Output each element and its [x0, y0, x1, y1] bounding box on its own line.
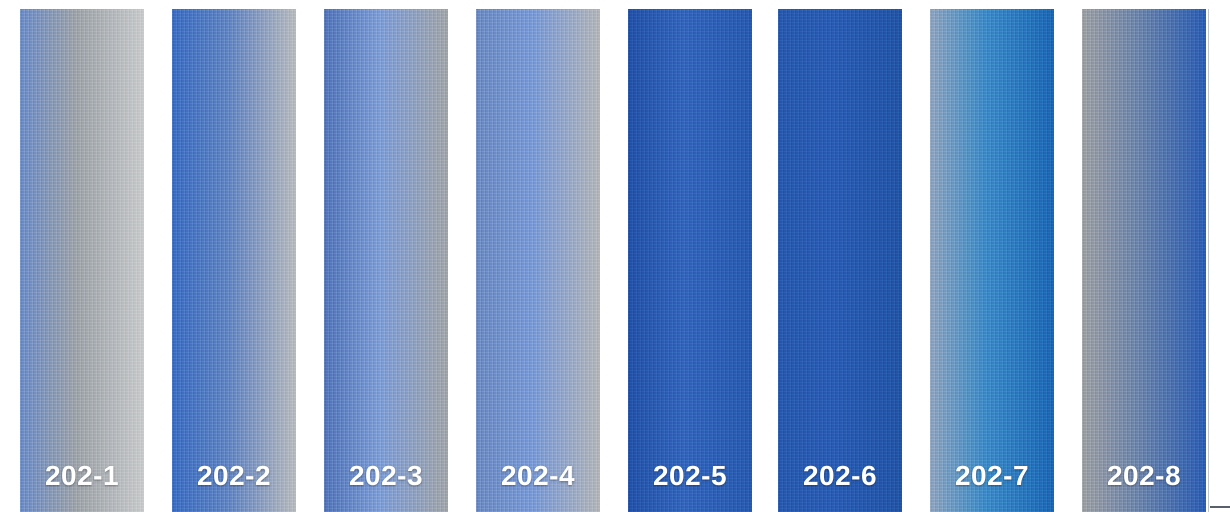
edge-tick [1210, 506, 1230, 508]
swatch-grain [20, 9, 144, 512]
swatch-grain [628, 9, 752, 512]
swatch-texture [930, 9, 1054, 512]
swatch-texture [20, 9, 144, 512]
swatch-texture [778, 9, 902, 512]
swatch-grain [930, 9, 1054, 512]
swatch-202-7: 202-7 [930, 9, 1054, 512]
swatch-202-3: 202-3 [324, 9, 448, 512]
swatch-202-5: 202-5 [628, 9, 752, 512]
swatch-texture [628, 9, 752, 512]
swatch-grain [324, 9, 448, 512]
swatch-202-6: 202-6 [778, 9, 902, 512]
swatch-code-label: 202-5 [652, 460, 728, 491]
swatch-grain [172, 9, 296, 512]
swatch-202-1: 202-1 [20, 9, 144, 512]
swatch-texture [1082, 9, 1206, 512]
swatch-code-label: 202-6 [802, 460, 878, 491]
swatch-code-label: 202-4 [500, 460, 576, 491]
swatch-code-label: 202-8 [1106, 460, 1182, 491]
swatch-texture [172, 9, 296, 512]
swatch-code-label: 202-7 [954, 460, 1030, 491]
swatch-code-label: 202-3 [348, 460, 424, 491]
swatch-202-2: 202-2 [172, 9, 296, 512]
swatch-grain [1082, 9, 1206, 512]
swatch-grain [476, 9, 600, 512]
swatch-texture [476, 9, 600, 512]
swatch-code-label: 202-1 [44, 460, 120, 491]
swatch-202-4: 202-4 [476, 9, 600, 512]
swatch-code-label: 202-2 [196, 460, 272, 491]
swatch-texture [324, 9, 448, 512]
swatch-202-8: 202-8 [1082, 9, 1206, 512]
page-edge-divider [1208, 9, 1230, 512]
swatch-grain [778, 9, 902, 512]
